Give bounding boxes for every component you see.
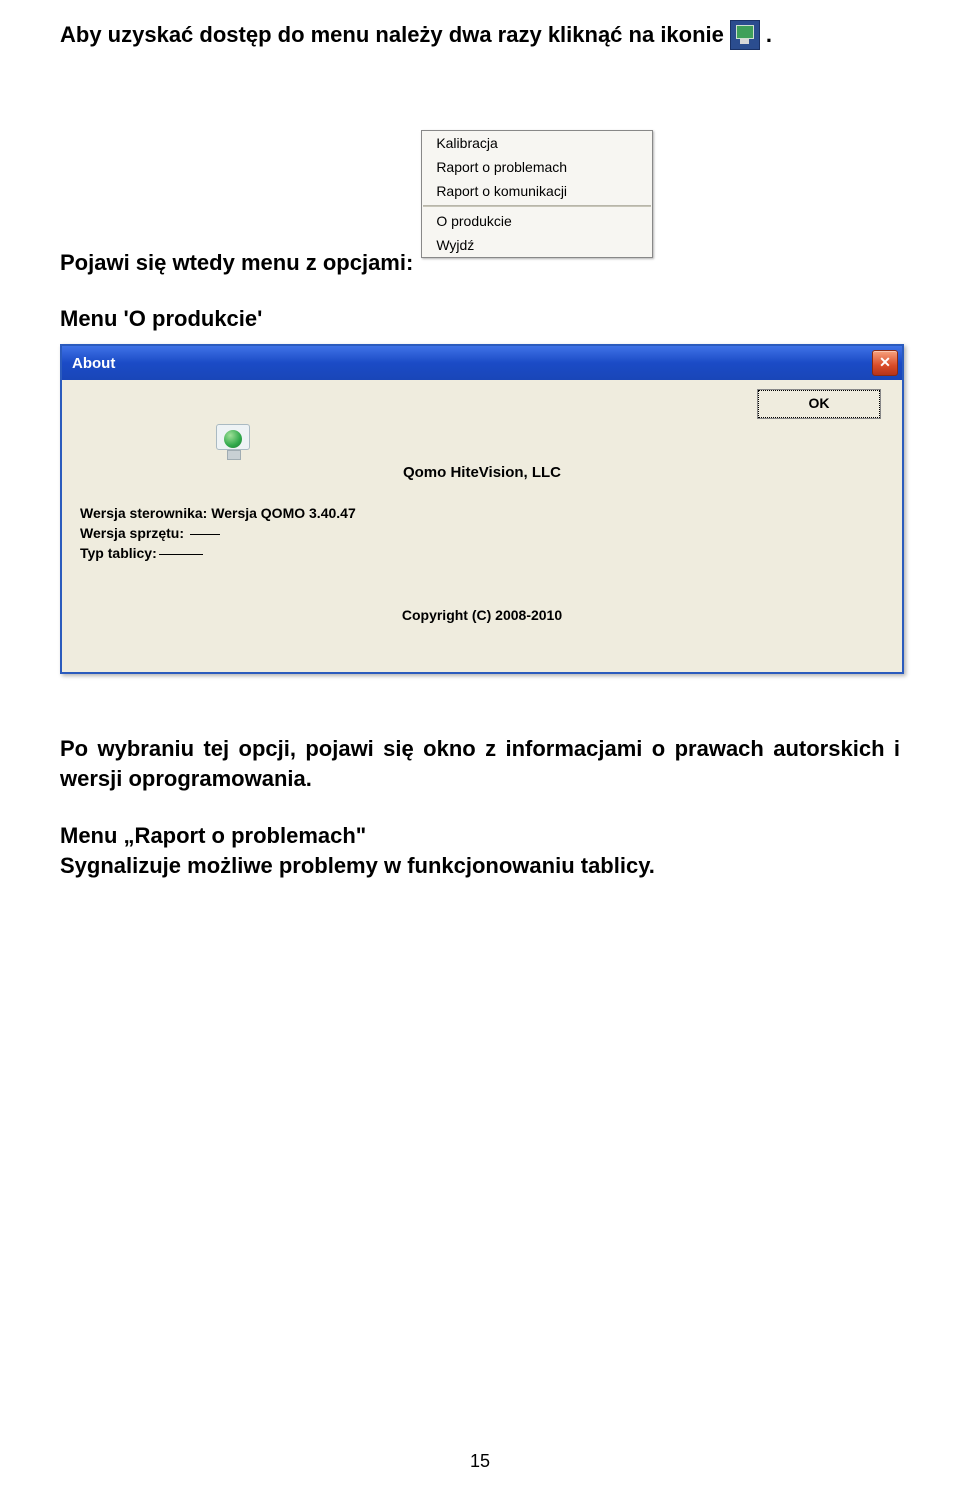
board-value-dash (159, 554, 203, 555)
menu-item-o-produkcie[interactable]: O produkcie (422, 209, 652, 233)
menu-item-raport-komunikacji[interactable]: Raport o komunikacji (422, 179, 652, 203)
menu-item-wyjdz[interactable]: Wyjdź (422, 233, 652, 257)
driver-version-line: Wersja sterownika: Wersja QOMO 3.40.47 (80, 505, 884, 521)
heading-o-produkcie: Menu 'O produkcie' (60, 306, 900, 332)
about-product-icon (212, 422, 254, 464)
context-menu: Kalibracja Raport o problemach Raport o … (421, 130, 653, 258)
tray-icon (730, 20, 760, 50)
menu-separator (423, 205, 651, 207)
paragraph-after-dialog: Po wybraniu tej opcji, pojawi się okno z… (60, 734, 900, 793)
close-button[interactable]: ✕ (872, 350, 898, 376)
hw-value-dash (190, 534, 220, 535)
dialog-titlebar: About ✕ (62, 346, 902, 380)
ok-button[interactable]: OK (758, 390, 880, 418)
intro-text-b: . (766, 22, 772, 48)
board-label: Typ tablicy: (80, 545, 157, 561)
hw-label: Wersja sprzętu: (80, 525, 184, 541)
menu-item-raport-problemach[interactable]: Raport o problemach (422, 155, 652, 179)
about-dialog: About ✕ OK Qomo HiteVision, LLC Wersja s… (60, 344, 904, 674)
paragraph-raport-body: Sygnalizuje możliwe problemy w funkcjono… (60, 853, 900, 879)
company-name: Qomo HiteVision, LLC (80, 464, 884, 481)
driver-label: Wersja sterownika: (80, 505, 207, 521)
copyright-line: Copyright (C) 2008-2010 (80, 607, 884, 623)
intro-line-1: Aby uzyskać dostęp do menu należy dwa ra… (60, 20, 900, 50)
hardware-version-line: Wersja sprzętu: (80, 525, 884, 541)
heading-raport-problemach: Menu „Raport o problemach" (60, 823, 900, 849)
dialog-title: About (72, 355, 115, 372)
intro-text-a: Aby uzyskać dostęp do menu należy dwa ra… (60, 22, 724, 48)
driver-value: Wersja QOMO 3.40.47 (211, 505, 355, 521)
board-type-line: Typ tablicy: (80, 545, 884, 561)
page-number: 15 (0, 1451, 960, 1472)
intro-line-2: Pojawi się wtedy menu z opcjami: (60, 130, 413, 276)
menu-item-kalibracja[interactable]: Kalibracja (422, 131, 652, 155)
